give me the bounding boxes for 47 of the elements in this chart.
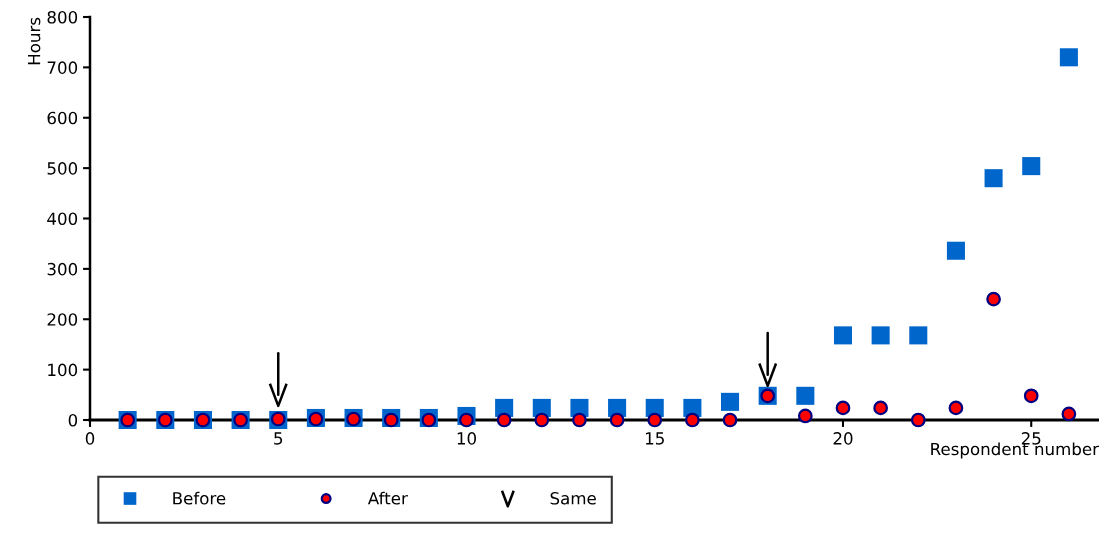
point [835,400,851,416]
point [609,412,625,428]
y-tick-label: 800 [47,10,78,24]
point [685,412,700,428]
point [1059,48,1078,67]
legend-label: After [367,491,408,505]
y-tick-label: 300 [47,262,78,276]
y-tick-label: 200 [47,313,78,326]
point [1061,406,1077,422]
legend-label: Same [550,491,596,505]
point [948,400,964,416]
y-axis-title: Hours [27,17,41,65]
x-tick-label: 0 [85,432,95,445]
y-tick-label: 400 [47,212,78,226]
point [722,412,738,428]
point [572,412,587,428]
point [871,326,890,345]
point [496,412,512,428]
point [1022,157,1041,176]
y-tick-label: 100 [48,363,78,377]
x-tick-label: 5 [274,432,283,445]
point [268,382,288,408]
point [984,169,1003,188]
point [383,412,399,428]
point [459,412,474,428]
y-tick-label: 600 [47,111,78,125]
point [797,408,813,424]
point [421,412,437,428]
point [873,400,888,416]
point [833,326,853,345]
y-tick-label: 0 [68,413,78,427]
point [946,241,965,260]
point [534,412,550,428]
legend-label: Before [173,491,226,505]
x-tick-label: 10 [457,432,476,445]
point [909,326,928,345]
point [647,412,663,428]
point [758,362,778,388]
point [796,386,815,405]
point [721,392,740,411]
x-tick-label: 20 [833,432,853,445]
y-tick-label: 500 [47,162,78,175]
x-tick-label: 15 [645,432,664,445]
point [910,412,926,428]
point [986,291,1001,307]
y-tick-label: 700 [47,61,78,74]
point [1023,388,1039,404]
